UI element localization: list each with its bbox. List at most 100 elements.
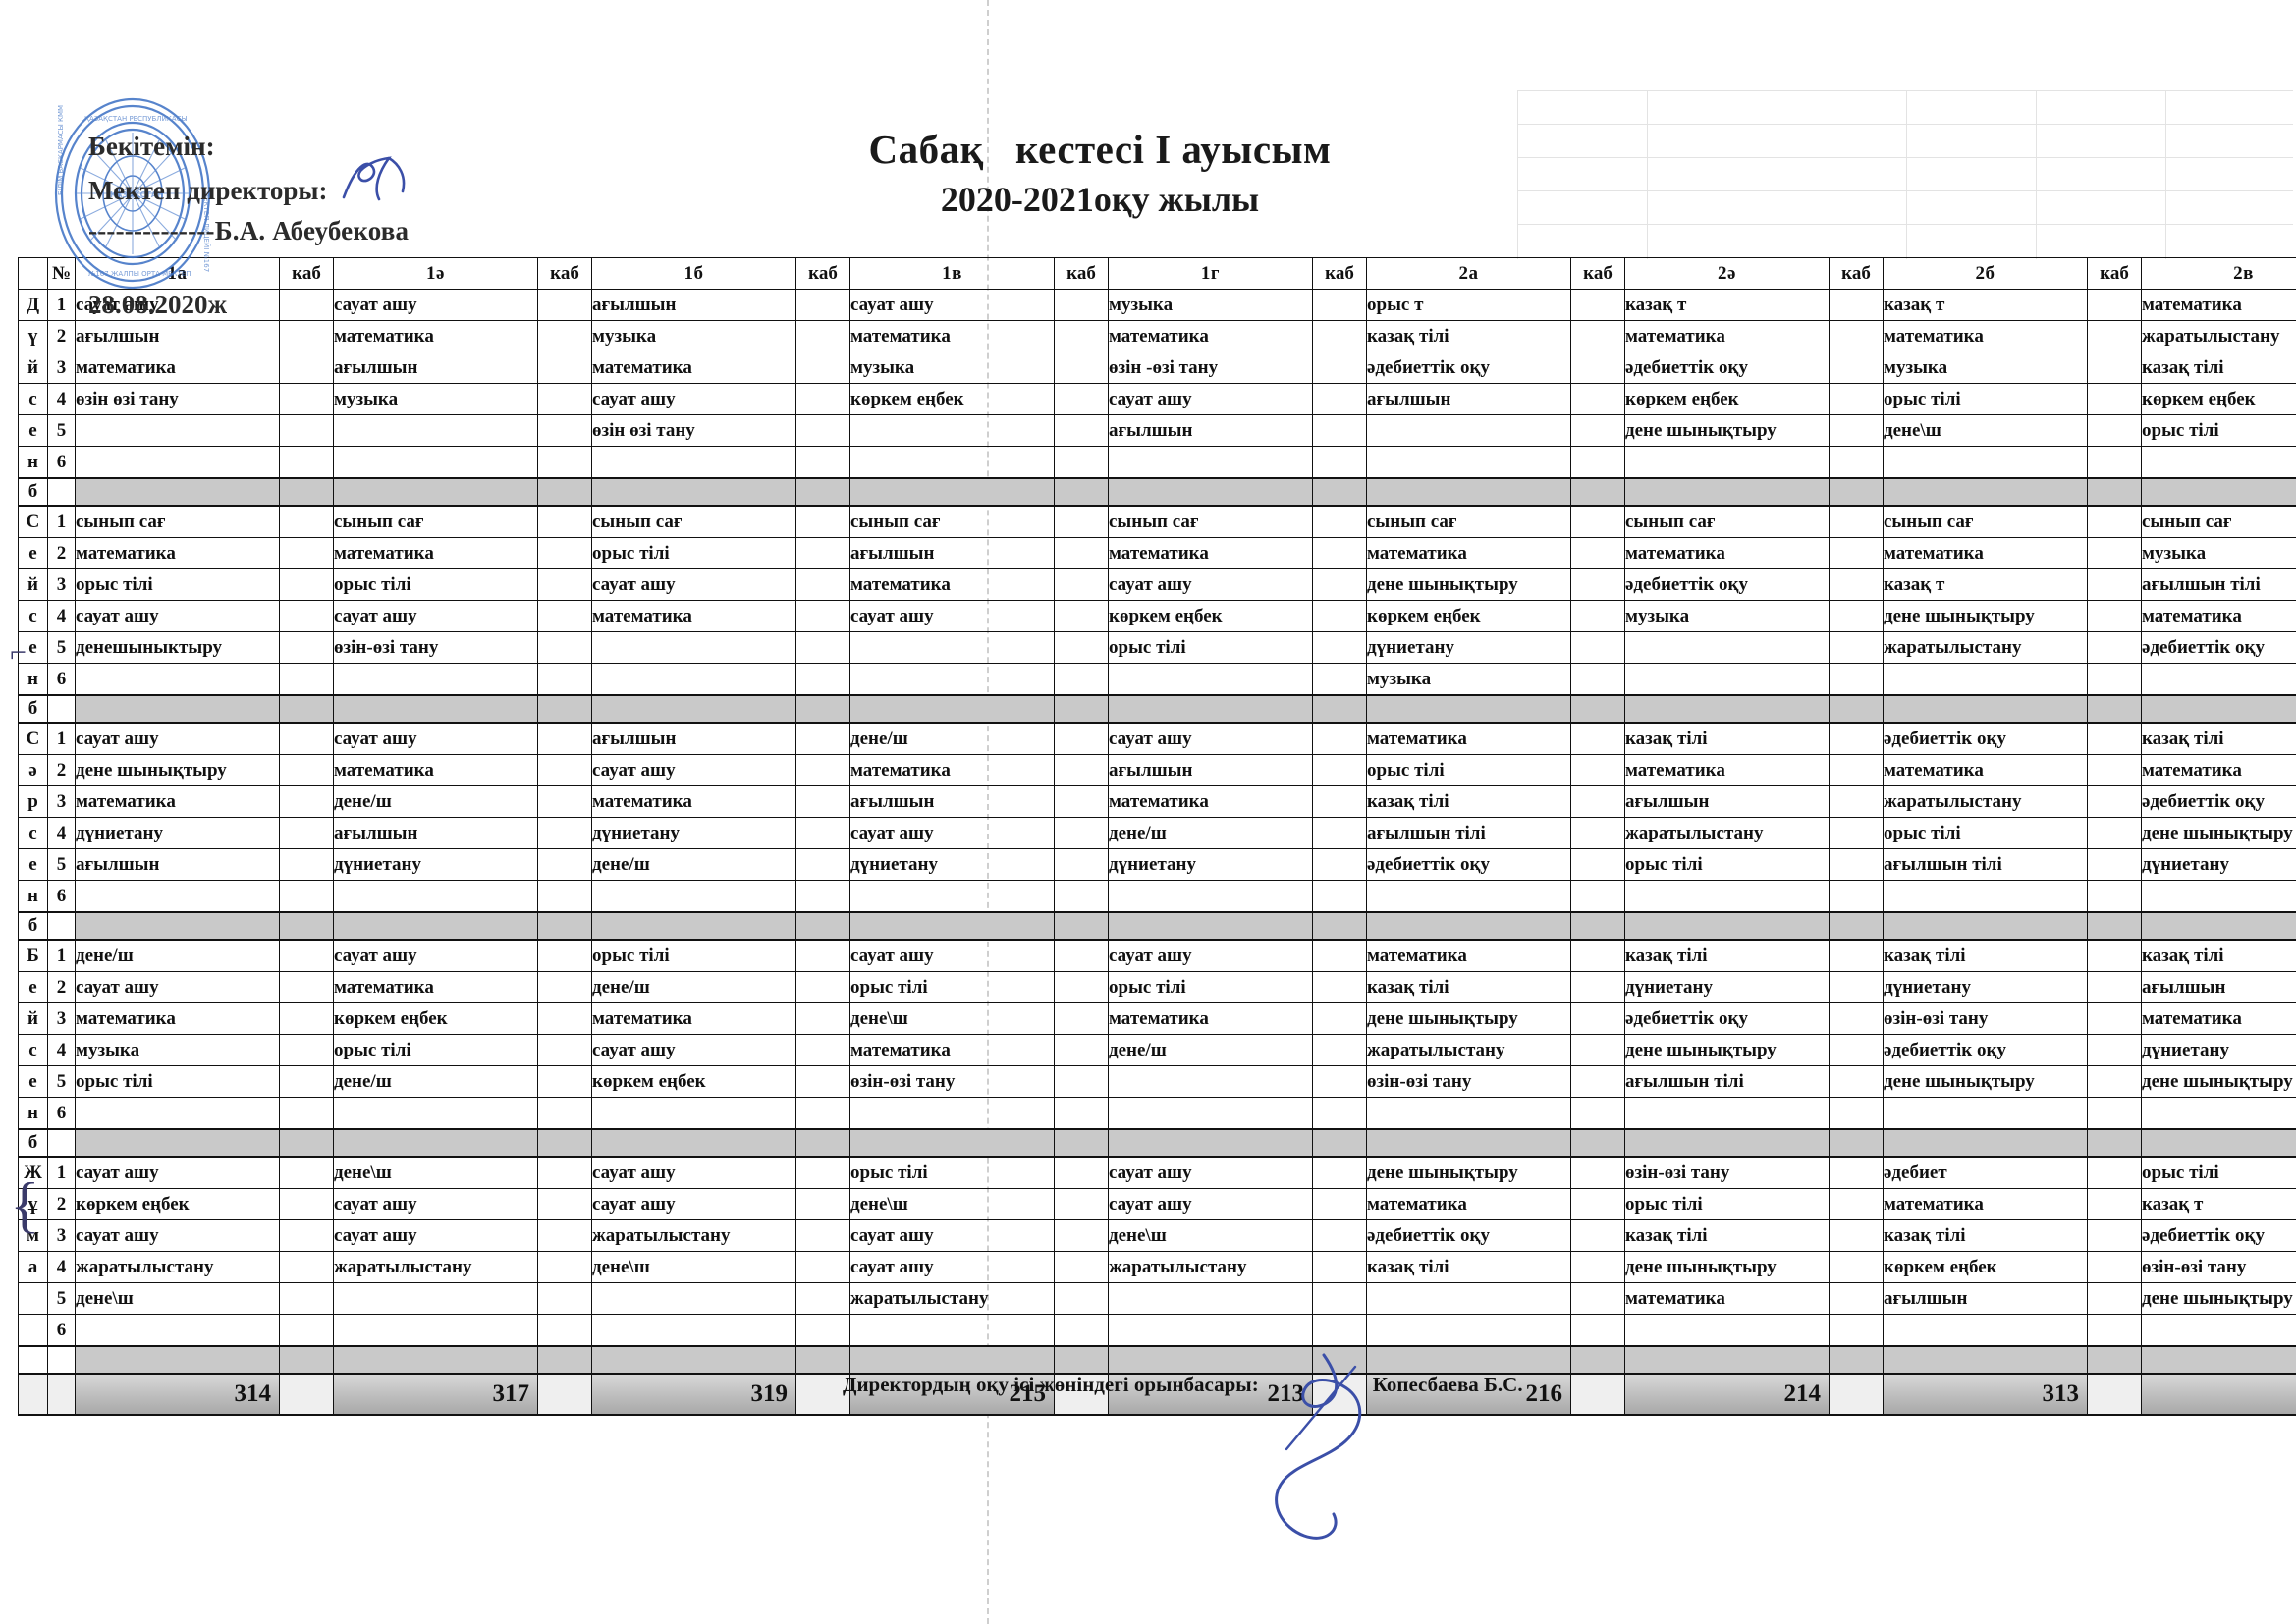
room-cell[interactable] bbox=[1829, 320, 1884, 352]
lesson-cell[interactable]: сауат ашу bbox=[591, 1188, 796, 1220]
room-cell[interactable] bbox=[2087, 1219, 2142, 1252]
lesson-cell[interactable]: ағылшын тілі bbox=[2141, 568, 2296, 601]
lesson-cell[interactable]: сауат ашу bbox=[591, 1156, 796, 1189]
lesson-cell[interactable]: ағылшын bbox=[2141, 971, 2296, 1003]
room-cell[interactable] bbox=[1570, 537, 1625, 569]
room-cell[interactable] bbox=[795, 754, 850, 786]
lesson-cell[interactable] bbox=[75, 446, 280, 479]
lesson-cell[interactable] bbox=[333, 414, 538, 447]
lesson-cell[interactable]: әдебиеттік оқу bbox=[1624, 1002, 1830, 1035]
room-cell[interactable] bbox=[1829, 1188, 1884, 1220]
lesson-cell[interactable]: математика bbox=[75, 785, 280, 818]
room-cell[interactable] bbox=[1054, 939, 1109, 972]
room-cell[interactable] bbox=[1312, 414, 1367, 447]
room-cell[interactable] bbox=[537, 1156, 592, 1189]
lesson-cell[interactable]: жаратылыстану bbox=[1108, 1251, 1313, 1283]
lesson-cell[interactable] bbox=[75, 414, 280, 447]
room-cell[interactable] bbox=[795, 1188, 850, 1220]
room-cell[interactable] bbox=[795, 600, 850, 632]
room-cell[interactable] bbox=[279, 971, 334, 1003]
lesson-cell[interactable] bbox=[1883, 880, 2088, 913]
lesson-cell[interactable]: музыка bbox=[591, 320, 796, 352]
room-cell[interactable] bbox=[1312, 971, 1367, 1003]
lesson-cell[interactable]: математика bbox=[333, 754, 538, 786]
lesson-cell[interactable]: өзін-өзі тану bbox=[849, 1065, 1055, 1098]
lesson-cell[interactable] bbox=[849, 1314, 1055, 1347]
lesson-cell[interactable]: өзін-өзі тану bbox=[333, 631, 538, 664]
room-cell[interactable] bbox=[279, 1188, 334, 1220]
lesson-cell[interactable]: көркем еңбек bbox=[591, 1065, 796, 1098]
lesson-cell[interactable]: орыс тілі bbox=[849, 1156, 1055, 1189]
lesson-cell[interactable]: орыс тілі bbox=[2141, 1156, 2296, 1189]
room-cell[interactable] bbox=[537, 1282, 592, 1315]
lesson-cell[interactable] bbox=[591, 663, 796, 696]
room-cell[interactable] bbox=[1312, 785, 1367, 818]
lesson-cell[interactable]: казақ тілі bbox=[1366, 785, 1571, 818]
room-cell[interactable] bbox=[2087, 1314, 2142, 1347]
room-cell[interactable] bbox=[537, 600, 592, 632]
lesson-cell[interactable]: казақ тілі bbox=[2141, 352, 2296, 384]
lesson-cell[interactable]: математика bbox=[1108, 1002, 1313, 1035]
lesson-cell[interactable]: дене/ш bbox=[1108, 817, 1313, 849]
room-cell[interactable] bbox=[1312, 631, 1367, 664]
lesson-cell[interactable]: сынып сағ bbox=[849, 505, 1055, 538]
lesson-cell[interactable]: әдебиеттік оқу bbox=[1366, 352, 1571, 384]
lesson-cell[interactable] bbox=[591, 1314, 796, 1347]
room-cell[interactable] bbox=[537, 446, 592, 479]
room-cell[interactable] bbox=[1312, 1219, 1367, 1252]
room-cell[interactable] bbox=[2087, 880, 2142, 913]
lesson-cell[interactable]: дене шынықтыру bbox=[2141, 1065, 2296, 1098]
lesson-cell[interactable]: казақ тілі bbox=[1883, 939, 2088, 972]
room-cell[interactable] bbox=[795, 1034, 850, 1066]
lesson-cell[interactable]: орыс тілі bbox=[1624, 848, 1830, 881]
lesson-cell[interactable]: математика bbox=[333, 320, 538, 352]
room-cell[interactable] bbox=[2087, 817, 2142, 849]
room-cell[interactable] bbox=[537, 414, 592, 447]
room-cell[interactable] bbox=[1054, 754, 1109, 786]
room-cell[interactable] bbox=[279, 1065, 334, 1098]
lesson-cell[interactable]: ағылшын bbox=[1624, 785, 1830, 818]
lesson-cell[interactable]: дене\ш bbox=[591, 1251, 796, 1283]
lesson-cell[interactable] bbox=[1366, 446, 1571, 479]
room-cell[interactable] bbox=[795, 1251, 850, 1283]
lesson-cell[interactable]: сауат ашу bbox=[75, 1156, 280, 1189]
lesson-cell[interactable]: орыс тілі bbox=[1883, 383, 2088, 415]
room-cell[interactable] bbox=[1054, 1219, 1109, 1252]
room-cell[interactable] bbox=[2087, 971, 2142, 1003]
lesson-cell[interactable]: әдебиеттік оқу bbox=[1366, 1219, 1571, 1252]
lesson-cell[interactable] bbox=[1366, 414, 1571, 447]
lesson-cell[interactable] bbox=[849, 663, 1055, 696]
room-cell[interactable] bbox=[1570, 505, 1625, 538]
lesson-cell[interactable] bbox=[1883, 446, 2088, 479]
lesson-cell[interactable]: орыс тілі bbox=[75, 1065, 280, 1098]
lesson-cell[interactable]: сынып сағ bbox=[333, 505, 538, 538]
room-cell[interactable] bbox=[2087, 1002, 2142, 1035]
lesson-cell[interactable]: ағылшын bbox=[591, 289, 796, 321]
room-cell[interactable] bbox=[1312, 848, 1367, 881]
lesson-cell[interactable]: дене шынықтыру bbox=[1366, 1156, 1571, 1189]
room-cell[interactable] bbox=[1312, 1065, 1367, 1098]
room-cell[interactable] bbox=[1570, 414, 1625, 447]
room-cell[interactable] bbox=[1570, 817, 1625, 849]
lesson-cell[interactable]: дүниетану bbox=[1366, 631, 1571, 664]
lesson-cell[interactable]: орыс тілі bbox=[591, 939, 796, 972]
lesson-cell[interactable]: сынып сағ bbox=[1108, 505, 1313, 538]
lesson-cell[interactable]: математика bbox=[2141, 289, 2296, 321]
room-cell[interactable] bbox=[1312, 537, 1367, 569]
room-cell[interactable] bbox=[2087, 1251, 2142, 1283]
room-cell[interactable] bbox=[1829, 414, 1884, 447]
room-cell[interactable] bbox=[2087, 939, 2142, 972]
lesson-cell[interactable]: орыс тілі bbox=[1108, 631, 1313, 664]
room-cell[interactable] bbox=[1829, 1097, 1884, 1130]
room-cell[interactable] bbox=[1312, 1156, 1367, 1189]
room-cell[interactable] bbox=[537, 663, 592, 696]
room-cell[interactable] bbox=[537, 1251, 592, 1283]
lesson-cell[interactable] bbox=[1366, 880, 1571, 913]
lesson-cell[interactable]: дүниетану bbox=[2141, 848, 2296, 881]
room-cell[interactable] bbox=[1312, 320, 1367, 352]
lesson-cell[interactable]: ағылшын bbox=[75, 320, 280, 352]
room-cell[interactable] bbox=[2087, 785, 2142, 818]
room-cell[interactable] bbox=[1312, 505, 1367, 538]
room-cell[interactable] bbox=[1054, 1251, 1109, 1283]
lesson-cell[interactable]: музыка bbox=[2141, 537, 2296, 569]
